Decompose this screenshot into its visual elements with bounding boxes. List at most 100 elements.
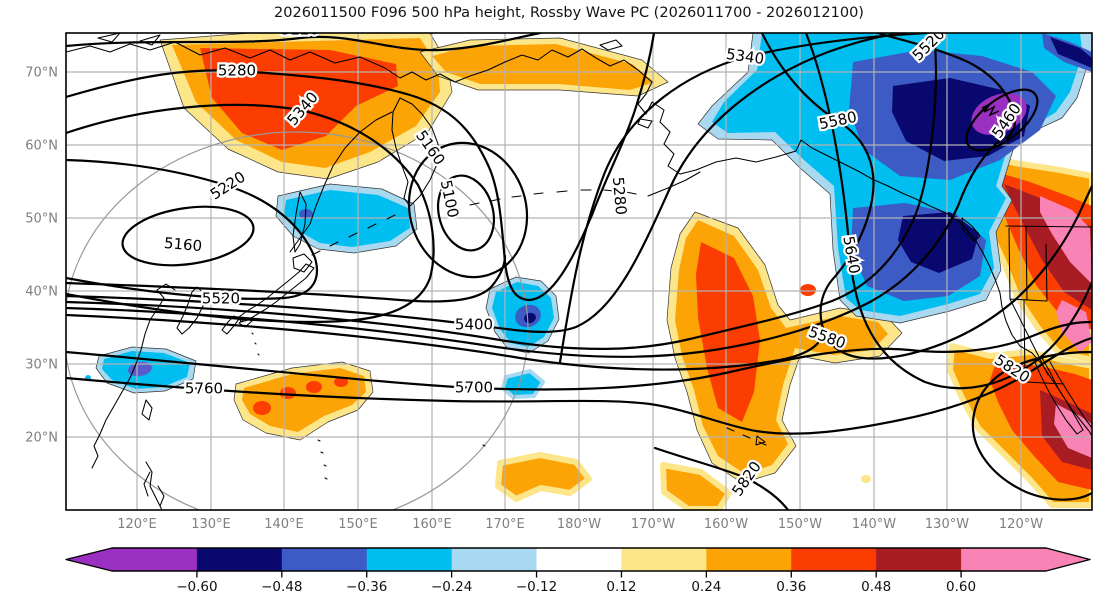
range-circle	[66, 131, 529, 510]
anomaly-region	[306, 381, 322, 393]
anomaly-region	[501, 369, 545, 399]
colorbar-segment	[281, 548, 368, 571]
height-contour	[965, 88, 1039, 152]
coastline	[91, 283, 176, 469]
anomaly-region	[128, 361, 152, 377]
y-tick-label: 70°N	[25, 66, 58, 81]
chart-title: 2026011500 F096 500 hPa height, Rossby W…	[274, 5, 864, 21]
x-tick-label: 130°E	[191, 517, 231, 532]
axes-border	[65, 32, 1093, 511]
anomaly-region	[200, 48, 398, 150]
colorbar-tick-label: −0.24	[431, 579, 472, 595]
anomaly-region	[253, 401, 271, 415]
x-tick-label: 170°E	[485, 517, 525, 532]
x-axis-ticks: 120°E 130°E 140°E 150°E 160°E 170°E 180°W 170°W…	[117, 517, 1043, 532]
coastline	[647, 171, 701, 197]
y-axis-ticks: 70°N 60°N 50°N 40°N 30°N 20°N	[25, 66, 58, 446]
contour-label: 5160	[163, 234, 203, 255]
x-tick-label: 150°E	[338, 517, 378, 532]
anomaly-region	[1056, 300, 1092, 352]
coastline	[391, 97, 439, 207]
x-tick-label: 160°W	[704, 517, 748, 532]
colorbar-tick-label: −0.60	[176, 579, 217, 595]
coastline	[292, 191, 307, 253]
height-contour	[760, 33, 1092, 360]
contour-label: 5400	[455, 316, 493, 334]
coastline	[143, 461, 165, 510]
colorbar-tick-label: 0.36	[776, 579, 806, 595]
y-tick-label: 50°N	[25, 212, 58, 227]
contour-label: 5520	[202, 290, 240, 308]
contour-label: 5760	[185, 380, 223, 398]
colorbar-segment	[366, 548, 453, 571]
coastline	[1034, 357, 1092, 435]
anomaly-region	[334, 377, 348, 387]
coastline-layer	[66, 33, 1092, 510]
x-tick-label: 150°W	[778, 517, 822, 532]
anomaly-region	[432, 44, 654, 90]
height-contour	[121, 205, 255, 267]
y-tick-label: 20°N	[25, 431, 58, 446]
height-contour	[66, 33, 910, 333]
contour-label: 5220	[281, 21, 319, 39]
contour-label: 5700	[455, 379, 493, 397]
anomaly-region	[861, 475, 871, 483]
height-contour	[66, 158, 319, 300]
coastline	[961, 217, 981, 242]
colorbar-segment	[621, 548, 707, 571]
coastline	[251, 332, 486, 480]
anomaly-region	[696, 242, 760, 422]
x-tick-label: 140°E	[264, 517, 304, 532]
colorbar-tick-label: −0.36	[346, 579, 387, 595]
height-contour	[66, 254, 507, 303]
colorbar-outline	[65, 547, 1091, 572]
coastline	[311, 214, 396, 256]
height-contour-layer	[66, 33, 1092, 510]
colorbar-left-arrow	[66, 548, 112, 571]
x-tick-label: 130°W	[925, 517, 969, 532]
colorbar-segment	[196, 548, 283, 571]
y-tick-label: 60°N	[25, 139, 58, 154]
anomaly-region	[1054, 404, 1092, 458]
colorbar-segment	[961, 548, 1047, 571]
colorbar-segment	[706, 548, 792, 571]
colorbar-segment	[876, 548, 962, 571]
coastline	[726, 427, 767, 446]
height-contour	[66, 33, 938, 350]
colorbar-right-arrow	[1046, 548, 1090, 571]
height-contour	[407, 141, 529, 279]
height-contour	[66, 313, 820, 371]
coastline	[289, 111, 393, 253]
height-contour	[437, 174, 495, 252]
height-contour	[66, 33, 542, 52]
height-contour	[653, 446, 790, 510]
anomaly-region	[1050, 37, 1092, 68]
height-contour	[804, 33, 1092, 390]
coastline	[292, 253, 313, 273]
colorbar-tick-label: 0.60	[946, 579, 976, 595]
coastline	[66, 41, 653, 115]
x-tick-label: 180°W	[557, 517, 601, 532]
contour-label: 5220	[207, 168, 249, 204]
height-contour	[876, 33, 1017, 140]
x-tick-label: 120°E	[117, 517, 157, 532]
colorbar-tick-label: 0.48	[861, 579, 891, 595]
colorbar-tick-label: −0.48	[261, 579, 302, 595]
gridline-layer	[66, 33, 1092, 510]
contour-label: 5100	[437, 178, 463, 219]
height-contour	[558, 33, 928, 364]
x-tick-label: 120°W	[999, 517, 1043, 532]
colorbar-segment	[791, 548, 877, 571]
coastline	[97, 33, 653, 129]
contour-label: 5280	[218, 62, 256, 80]
coastline	[141, 399, 153, 421]
colorbar-segment	[112, 548, 198, 571]
coastline	[238, 263, 315, 323]
x-tick-label: 140°W	[852, 517, 896, 532]
height-contour	[66, 320, 1092, 391]
colorbar-segment	[536, 548, 622, 571]
contour-label: 5340	[725, 45, 765, 68]
anomaly-region	[495, 452, 592, 502]
